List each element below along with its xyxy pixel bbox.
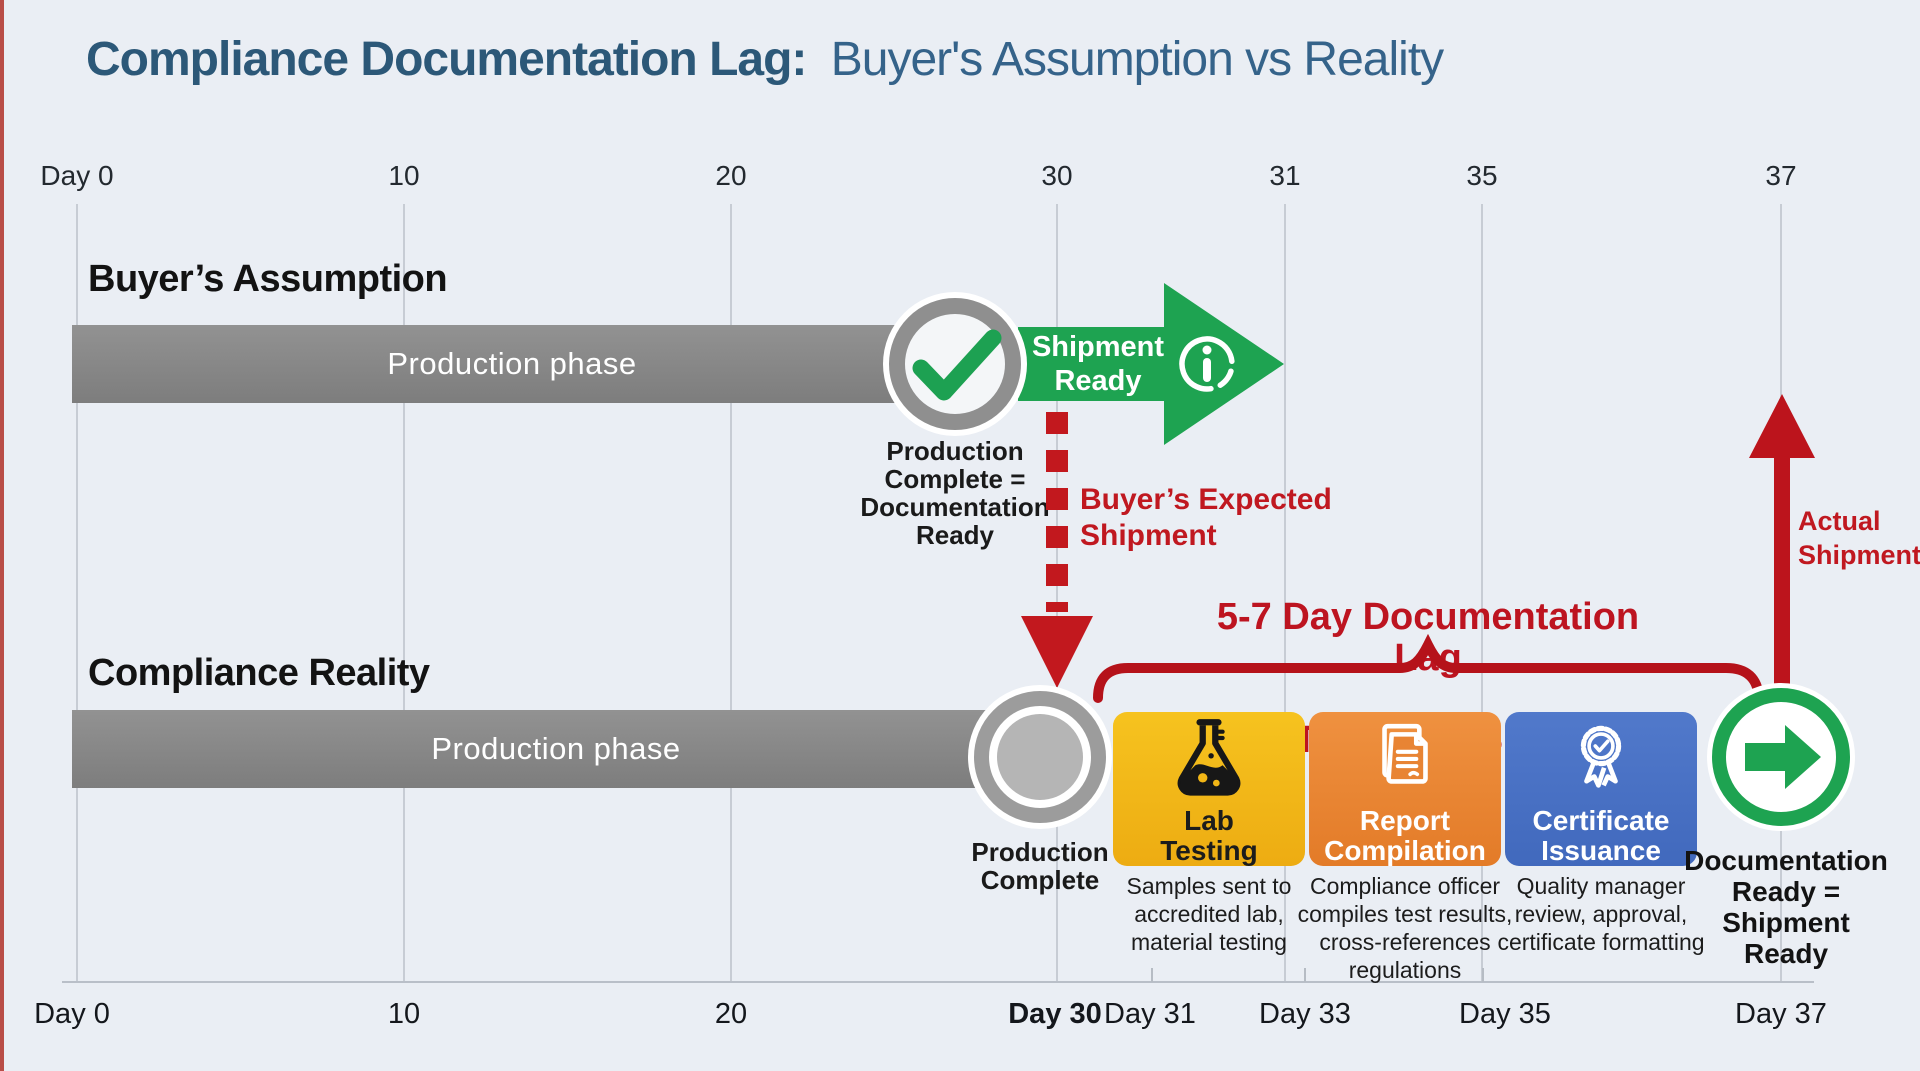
actual-shipment-label: Actual Shipment xyxy=(1798,506,1920,570)
shipment-ready-label: Shipment Ready xyxy=(1031,331,1165,397)
check-icon xyxy=(912,329,1002,401)
certificate-rosette-icon xyxy=(1580,725,1622,788)
documentation-ready-ring xyxy=(1712,688,1850,826)
axis-top-label-10: 10 xyxy=(388,160,420,191)
axis-bottom-label-day37: Day 37 xyxy=(1735,998,1827,1030)
expected-shipment-label: Buyer’s Expected Shipment xyxy=(1080,483,1332,552)
gridline-day20 xyxy=(730,204,732,982)
documentation-ready-circle xyxy=(1707,683,1855,831)
stage-box-report-compilation: Report Compilation xyxy=(1309,712,1501,866)
stage-box-certificate-issuance: Certificate Issuance xyxy=(1505,712,1697,866)
stage-desc-certificate-issuance: Quality manager review, approval, certif… xyxy=(1497,873,1705,955)
buyer-milestone-circle xyxy=(883,292,1027,436)
stage-label-certificate-issuance: Certificate Issuance xyxy=(1532,805,1670,866)
axis-bottom-label-day31: Day 31 xyxy=(1104,998,1196,1030)
reality-milestone-circle xyxy=(968,685,1112,829)
axis-bottom-label-20: 20 xyxy=(714,998,748,1030)
flask-icon xyxy=(1177,719,1241,796)
axis-tick-day31 xyxy=(1151,968,1153,982)
expected-shipment-arrowhead xyxy=(1021,616,1093,688)
actual-shipment-arrowhead xyxy=(1749,394,1815,458)
page-title-regular: Buyer's Assumption vs Reality xyxy=(830,33,1444,86)
buyer-track-heading: Buyer’s Assumption xyxy=(88,258,448,300)
axis-top-label-37: 37 xyxy=(1765,160,1797,191)
stage-label-report-compilation: Report Compilation xyxy=(1324,805,1486,866)
arrow-right-icon xyxy=(1745,725,1821,789)
reality-milestone-caption: Production Complete xyxy=(971,837,1109,895)
shipment-ready-arrow xyxy=(1018,283,1284,445)
axis-bottom-label-10: 10 xyxy=(387,998,421,1030)
stage-desc-lab-testing: Samples sent to accredited lab, material… xyxy=(1126,873,1292,955)
axis-top-label-day0: Day 0 xyxy=(40,160,114,191)
reality-bar-label: Production phase xyxy=(431,731,681,766)
stage-box-lab-testing: Lab Testing xyxy=(1113,712,1305,866)
lag-title-line1: 5-7 Day Documentation Lag xyxy=(1216,596,1640,679)
buyer-milestone-caption: Production Complete = Documentation Read… xyxy=(860,436,1050,550)
page-title-bold: Compliance Documentation Lag: xyxy=(86,33,807,86)
expected-shipment-dashed-line xyxy=(1046,412,1068,612)
axis-tick-day35 xyxy=(1482,968,1484,982)
gridline-day31 xyxy=(1284,204,1286,982)
actual-shipment-arrow-shaft xyxy=(1774,450,1790,692)
stage-label-lab-testing: Lab Testing xyxy=(1160,805,1258,866)
axis-top-label-20: 20 xyxy=(715,160,747,191)
axis-bottom-label-day35: Day 35 xyxy=(1459,998,1551,1030)
gridline-day35 xyxy=(1481,204,1483,982)
gridline-day10 xyxy=(403,204,405,982)
axis-top-label-31: 31 xyxy=(1269,160,1301,191)
documentation-ready-caption: Documentation Ready = Shipment Ready xyxy=(1684,845,1888,969)
reality-track-heading: Compliance Reality xyxy=(88,652,430,694)
buyer-production-bar: Production phase xyxy=(72,325,952,403)
bottom-axis-line xyxy=(62,981,1814,983)
axis-top-label-35: 35 xyxy=(1466,160,1498,191)
stage-desc-report-compilation: Compliance officer compiles test results… xyxy=(1297,873,1513,983)
axis-tick-day33 xyxy=(1304,968,1306,982)
axis-bottom-label-day0: Day 0 xyxy=(34,998,110,1030)
axis-top-label-30: 30 xyxy=(1041,160,1073,191)
page-title: Compliance Documentation Lag: Buyer's As… xyxy=(86,32,1444,87)
buyer-milestone-ring xyxy=(889,298,1021,430)
report-document-icon xyxy=(1382,723,1428,784)
reality-milestone-ring xyxy=(974,691,1106,823)
reality-milestone-inner-disc xyxy=(997,714,1083,800)
reality-production-bar: Production phase xyxy=(72,710,1040,788)
axis-bottom-label-day33: Day 33 xyxy=(1259,998,1351,1030)
gridline-day0 xyxy=(76,204,78,982)
lag-bracket xyxy=(1093,633,1764,703)
buyer-bar-label: Production phase xyxy=(387,346,637,381)
left-edge-red-strip xyxy=(0,0,4,1071)
info-icon xyxy=(1179,336,1235,392)
axis-bottom-label-day30: Day 30 xyxy=(1008,998,1102,1030)
